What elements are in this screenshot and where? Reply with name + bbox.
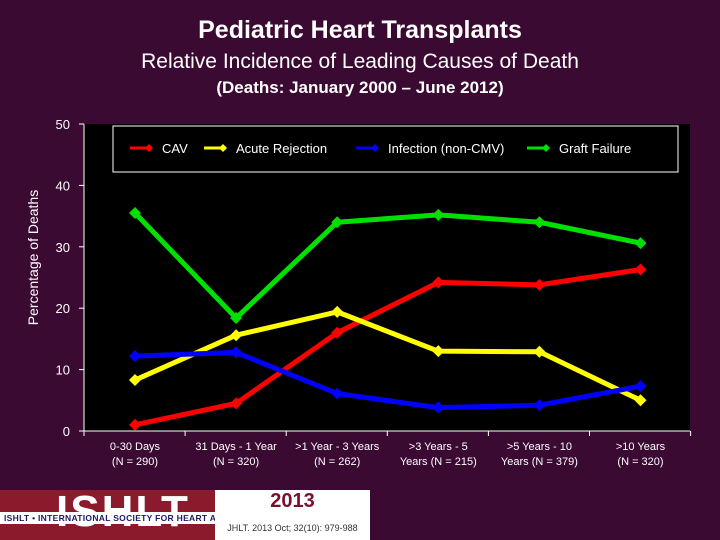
data-point xyxy=(432,345,445,358)
legend-label: CAV xyxy=(162,141,188,156)
legend-swatch-marker xyxy=(542,144,550,152)
y-tick-label: 20 xyxy=(56,301,70,316)
data-point xyxy=(634,237,647,250)
data-point xyxy=(230,329,243,342)
series-line xyxy=(134,349,641,411)
data-point xyxy=(230,312,243,325)
data-point xyxy=(331,387,344,400)
data-point xyxy=(533,216,546,229)
data-point xyxy=(331,305,344,318)
y-tick-label: 30 xyxy=(56,240,70,255)
citation-box: 2013 JHLT. 2013 Oct; 32(10): 979-988 xyxy=(215,490,370,540)
x-tick-label: >10 Years (N = 320) xyxy=(616,441,666,468)
series-line xyxy=(133,309,642,403)
x-tick-label: >3 Years - 5 Years (N = 215) xyxy=(400,441,477,468)
y-tick-label: 10 xyxy=(56,363,70,378)
data-point xyxy=(129,418,141,431)
data-point xyxy=(533,345,546,358)
y-tick-label: 0 xyxy=(63,424,70,439)
chart-subtitle: Relative Incidence of Leading Causes of … xyxy=(141,50,579,73)
legend-label: Infection (non-CMV) xyxy=(388,141,504,156)
x-tick-label: 0-30 Days (N = 290) xyxy=(110,441,161,468)
legend-label: Graft Failure xyxy=(559,141,631,156)
x-tick-label: >1 Year - 3 Years (N = 262) xyxy=(295,441,380,468)
data-point xyxy=(432,401,445,414)
journal-citation: JHLT. 2013 Oct; 32(10): 979-988 xyxy=(227,523,358,533)
report-year: 2013 xyxy=(270,490,315,512)
series-line xyxy=(133,211,642,321)
society-name: ISHLT • INTERNATIONAL SOCIETY FOR HEART … xyxy=(4,513,347,523)
data-point xyxy=(634,394,647,407)
data-point xyxy=(129,207,141,220)
series-line xyxy=(134,267,641,428)
data-point xyxy=(432,208,445,221)
y-tick-label: 50 xyxy=(56,117,70,132)
data-point xyxy=(432,276,445,289)
legend-swatch-marker xyxy=(219,144,227,152)
data-point xyxy=(230,346,243,359)
data-point xyxy=(331,216,344,229)
data-point xyxy=(533,399,546,412)
data-point xyxy=(331,326,344,339)
legend-swatch-marker xyxy=(371,144,379,152)
page-title: Pediatric Heart Transplants xyxy=(198,16,522,44)
legend-label: Acute Rejection xyxy=(236,141,327,156)
x-tick-label: >5 Years - 10 Years (N = 379) xyxy=(501,441,578,468)
logo-text: ISHLT xyxy=(56,490,190,534)
data-point xyxy=(230,397,243,410)
data-point xyxy=(129,350,141,363)
data-point xyxy=(129,374,141,387)
y-tick-label: 40 xyxy=(56,178,70,193)
data-point xyxy=(634,263,647,276)
legend-swatch-marker xyxy=(145,144,153,152)
data-point xyxy=(533,278,546,291)
date-range: (Deaths: January 2000 – June 2012) xyxy=(216,78,504,97)
x-tick-label: 31 Days - 1 Year (N = 320) xyxy=(195,441,277,468)
data-point xyxy=(634,380,647,393)
y-axis-title: Percentage of Deaths xyxy=(25,190,41,325)
